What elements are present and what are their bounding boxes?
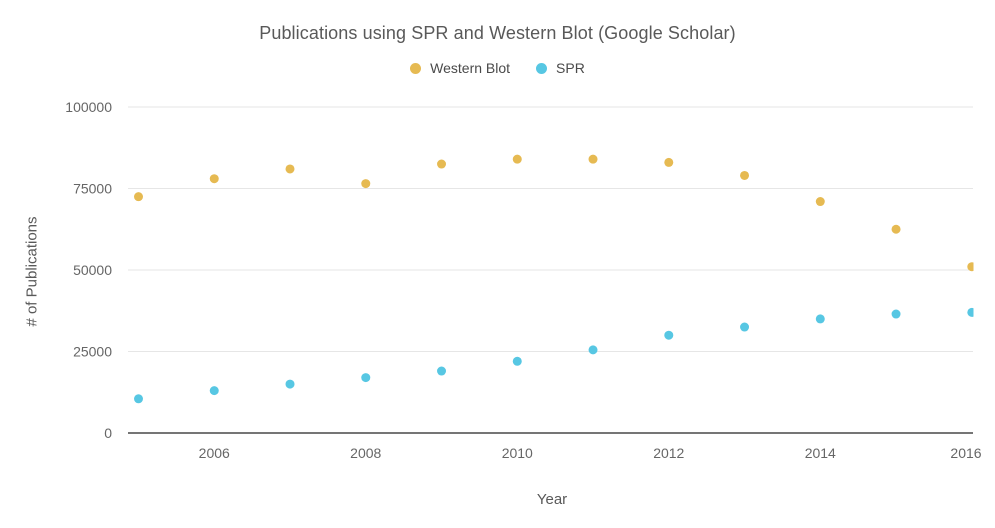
x-tick-label: 2012 xyxy=(653,445,684,461)
legend-dot-icon xyxy=(410,62,422,74)
data-point-spr xyxy=(664,330,674,340)
y-tick-label: 25000 xyxy=(73,344,112,360)
data-point-spr xyxy=(209,386,219,396)
data-point-western-blot xyxy=(285,164,295,174)
data-point-spr xyxy=(588,345,598,355)
data-point-western-blot xyxy=(891,224,901,234)
x-tick-label: 2006 xyxy=(199,445,230,461)
data-point-spr xyxy=(512,356,522,366)
legend-label: Western Blot xyxy=(430,60,511,76)
y-tick-label: 100000 xyxy=(65,99,112,115)
data-point-western-blot xyxy=(209,174,219,184)
data-point-western-blot xyxy=(361,179,371,189)
data-point-western-blot xyxy=(967,262,974,272)
data-point-spr xyxy=(134,394,143,404)
data-point-spr xyxy=(285,379,295,389)
x-tick-label: 2014 xyxy=(805,445,836,461)
data-point-western-blot xyxy=(588,154,598,164)
y-axis-title: # of Publications xyxy=(23,216,41,327)
x-tick-label: 2010 xyxy=(502,445,533,461)
legend-item-western-blot[interactable]: Western Blot xyxy=(410,60,510,76)
legend-item-spr[interactable]: SPR xyxy=(536,60,585,76)
x-axis-title: Year xyxy=(536,491,568,508)
data-point-spr xyxy=(891,309,901,319)
x-tick-label: 2016 xyxy=(950,445,981,461)
y-tick-label: 50000 xyxy=(73,262,112,278)
legend-dot-icon xyxy=(536,62,548,74)
legend-label: SPR xyxy=(556,60,585,76)
data-point-spr xyxy=(361,373,371,383)
data-point-western-blot xyxy=(134,192,143,202)
chart-title: Publications using SPR and Western Blot … xyxy=(259,23,736,43)
data-point-spr xyxy=(815,314,825,324)
data-point-western-blot xyxy=(437,159,447,169)
y-tick-label: 75000 xyxy=(73,181,112,197)
data-point-western-blot xyxy=(740,170,750,180)
data-point-western-blot xyxy=(512,154,522,164)
data-point-western-blot xyxy=(815,197,825,207)
data-point-spr xyxy=(967,307,974,317)
data-point-western-blot xyxy=(664,157,674,167)
x-tick-label: 2008 xyxy=(350,445,381,461)
legend: Western Blot SPR xyxy=(0,60,995,76)
data-point-spr xyxy=(740,322,750,332)
data-point-spr xyxy=(437,366,447,376)
y-tick-label: 0 xyxy=(104,425,112,441)
